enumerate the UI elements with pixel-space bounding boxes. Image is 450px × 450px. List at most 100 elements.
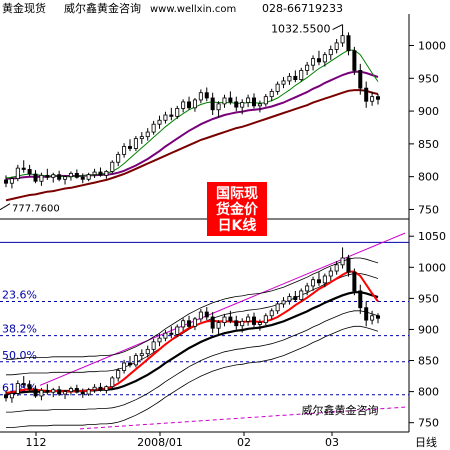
- bottom-candle-body: [33, 388, 38, 397]
- top-candle-body: [234, 101, 239, 108]
- bottom-candle-body: [9, 393, 14, 399]
- top-candle-body: [246, 97, 251, 103]
- top-candle-body: [98, 171, 103, 176]
- bottom-y-tick-label: 800: [418, 386, 439, 399]
- bottom-candle-body: [151, 341, 156, 350]
- bottom-candle-body: [15, 383, 20, 394]
- bottom-candle-body: [192, 318, 197, 327]
- bottom-candle-body: [68, 388, 73, 393]
- top-candle-body: [316, 58, 321, 63]
- bottom-candle-body: [375, 315, 380, 319]
- bottom-candle-body: [370, 315, 375, 321]
- top-candle-body: [352, 50, 357, 71]
- bottom-candle-body: [322, 275, 327, 284]
- top-candle-body: [57, 174, 62, 180]
- bottom-y-tick-label: 1000: [418, 261, 446, 274]
- bottom-candle-body: [228, 316, 233, 322]
- badge-line: 日K线: [218, 217, 257, 234]
- top-candle-body: [68, 172, 73, 178]
- bottom-candle-body: [21, 383, 26, 386]
- header-brand: 威尔鑫黄金咨询: [64, 1, 141, 15]
- top-candle-body: [210, 97, 215, 111]
- bottom-candle-body: [334, 264, 339, 272]
- bottom-candle-body: [263, 315, 268, 324]
- top-candle-body: [21, 167, 26, 170]
- bottom-candle-body: [92, 386, 97, 391]
- badge-line: 货金价: [215, 201, 259, 218]
- fib-level-label: 50.0%: [2, 349, 37, 362]
- bottom-candle-body: [346, 257, 351, 273]
- top-candle-body: [145, 131, 150, 138]
- top-candle-body: [305, 64, 310, 71]
- top-candle-body: [181, 101, 186, 109]
- top-candle-body: [322, 54, 327, 63]
- top-candle-body: [263, 96, 268, 105]
- top-candle-body: [74, 172, 79, 178]
- top-candle-body: [375, 96, 380, 100]
- top-candle-body: [281, 80, 286, 85]
- top-candle-body: [110, 161, 115, 172]
- bottom-candle-body: [74, 388, 79, 393]
- band-outer-upper: [6, 257, 379, 360]
- bottom-candle-body: [352, 271, 357, 292]
- bottom-candle-body: [316, 279, 321, 284]
- bottom-candle-body: [240, 320, 245, 327]
- bottom-candle-body: [257, 322, 262, 325]
- top-candle-body: [157, 119, 162, 125]
- bottom-candle-body: [4, 394, 9, 399]
- bottom-candle-body: [281, 300, 286, 305]
- bottom-candle-body: [27, 384, 32, 390]
- top-candle-body: [311, 58, 316, 66]
- bottom-candle-body: [86, 389, 91, 395]
- top-candle-body: [33, 173, 38, 182]
- x-tick-label: 02: [237, 436, 251, 449]
- x-tick-label: 03: [325, 436, 339, 449]
- bottom-candle-body: [299, 290, 304, 301]
- ma-short-bottom: [5, 270, 379, 394]
- ma-mid-top: [6, 70, 379, 180]
- bottom-candle-body: [234, 320, 239, 327]
- bottom-candle-body: [198, 311, 203, 320]
- bottom-candle-body: [181, 320, 186, 328]
- bottom-candle-body: [340, 257, 345, 266]
- bottom-candle-body: [127, 362, 132, 366]
- top-candle-body: [228, 97, 233, 103]
- top-candle-body: [27, 169, 32, 175]
- bottom-candle-body: [187, 320, 192, 327]
- top-candle-body: [328, 49, 333, 56]
- top-candle-body: [116, 153, 121, 163]
- top-candle-body: [63, 176, 68, 180]
- bottom-y-tick-label: 1050: [418, 230, 446, 243]
- top-candle-body: [127, 146, 132, 149]
- bottom-candle-body: [275, 303, 280, 312]
- bottom-candle-body: [39, 389, 44, 397]
- band-outer-lower: [6, 325, 379, 429]
- bottom-candle-body: [246, 316, 251, 322]
- band-inner-lower: [6, 310, 379, 413]
- top-candle-body: [198, 92, 203, 101]
- band-inner-upper: [6, 273, 379, 376]
- top-candle-body: [163, 114, 168, 121]
- top-candle-body: [293, 75, 298, 81]
- bottom-candle-body: [122, 362, 127, 371]
- top-candle-body: [222, 97, 227, 105]
- bottom-candle-body: [163, 332, 168, 339]
- top-candle-body: [175, 108, 180, 117]
- top-candle-body: [4, 179, 9, 184]
- bottom-candle-body: [63, 391, 68, 395]
- top-y-tick-label: 900: [418, 105, 439, 118]
- bottom-candle-body: [364, 307, 369, 321]
- bottom-candle-body: [110, 377, 115, 388]
- top-candle-body: [334, 42, 339, 50]
- bottom-candle-body: [204, 311, 209, 318]
- header-phone: 028-66719233: [262, 2, 343, 15]
- bottom-candle-body: [157, 337, 162, 343]
- bottom-candle-body: [311, 279, 316, 287]
- bottom-candle-body: [269, 310, 274, 317]
- bottom-candle-body: [116, 370, 121, 379]
- top-candle-body: [139, 136, 144, 140]
- top-y-tick-label: 850: [418, 138, 439, 151]
- bottom-candle-body: [328, 270, 333, 277]
- top-candle-body: [133, 138, 138, 149]
